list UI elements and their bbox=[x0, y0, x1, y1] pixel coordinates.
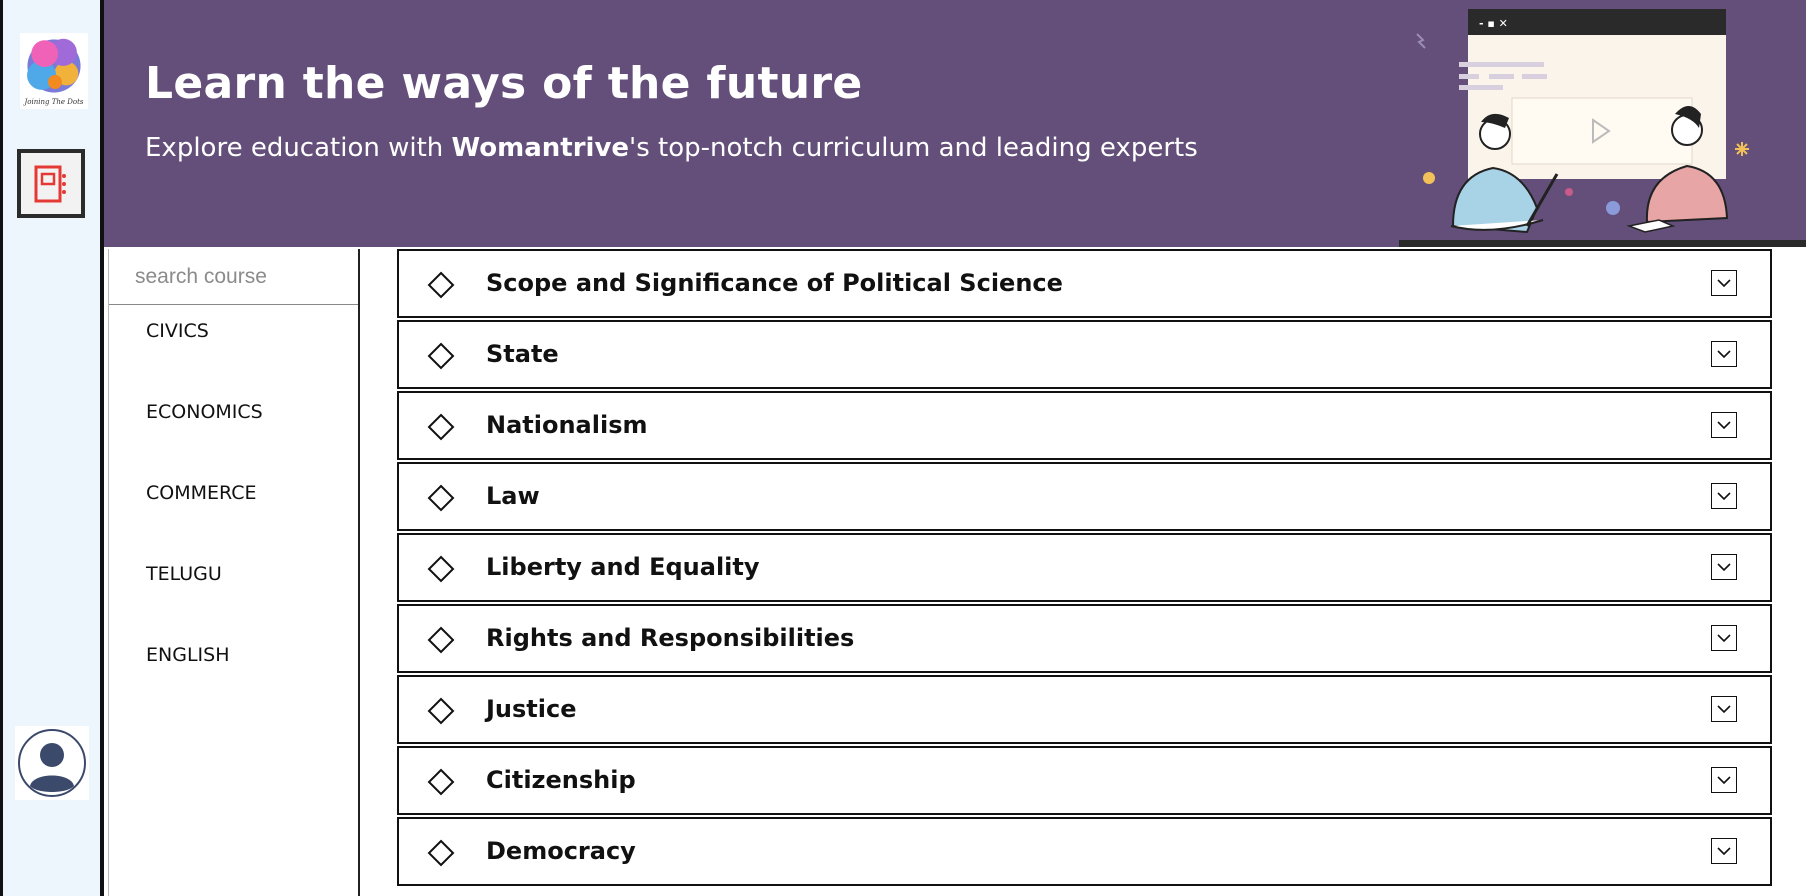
course-item-telugu[interactable]: TELUGU bbox=[146, 563, 222, 585]
topic-row[interactable]: Scope and Significance of Political Scie… bbox=[397, 249, 1772, 318]
chevron-down-icon bbox=[1717, 420, 1731, 429]
hero-banner: Learn the ways of the future Explore edu… bbox=[104, 0, 1806, 247]
chevron-down-icon bbox=[1717, 562, 1731, 571]
expand-toggle[interactable] bbox=[1711, 270, 1737, 296]
topic-title: Law bbox=[486, 482, 540, 510]
topic-title: Citizenship bbox=[486, 766, 636, 794]
course-panel: CIVICS ECONOMICS COMMERCE TELUGU ENGLISH bbox=[108, 249, 360, 896]
profile-avatar-button[interactable] bbox=[15, 726, 89, 800]
topic-row[interactable]: Nationalism bbox=[397, 391, 1772, 460]
svg-text:- ▪ ✕: - ▪ ✕ bbox=[1479, 17, 1508, 30]
banner-subtitle-pre: Explore education with bbox=[145, 133, 452, 163]
user-avatar-icon bbox=[18, 729, 86, 797]
joining-the-dots-logo[interactable]: Joining The Dots bbox=[20, 33, 88, 109]
topic-row[interactable]: State bbox=[397, 320, 1772, 389]
chevron-down-icon bbox=[1717, 775, 1731, 784]
expand-toggle[interactable] bbox=[1711, 625, 1737, 651]
topic-title: Nationalism bbox=[486, 411, 648, 439]
diamond-icon bbox=[427, 413, 455, 441]
diamond-icon bbox=[427, 484, 455, 512]
banner-subtitle: Explore education with Womantrive's top-… bbox=[145, 133, 1198, 163]
course-list: CIVICS ECONOMICS COMMERCE TELUGU ENGLISH bbox=[109, 305, 358, 710]
topic-row[interactable]: Citizenship bbox=[397, 746, 1772, 815]
expand-toggle[interactable] bbox=[1711, 767, 1737, 793]
course-item-english[interactable]: ENGLISH bbox=[146, 644, 230, 666]
left-rail: Joining The Dots bbox=[0, 0, 104, 896]
chevron-down-icon bbox=[1717, 704, 1731, 713]
diamond-icon bbox=[427, 626, 455, 654]
topic-title: Liberty and Equality bbox=[486, 553, 760, 581]
banner-subtitle-post: 's top-notch curriculum and leading expe… bbox=[629, 133, 1198, 163]
topic-title: State bbox=[486, 340, 559, 368]
expand-toggle[interactable] bbox=[1711, 696, 1737, 722]
banner-title: Learn the ways of the future bbox=[145, 58, 863, 109]
chevron-down-icon bbox=[1717, 278, 1731, 287]
diamond-icon bbox=[427, 271, 455, 299]
online-learning-illustration: - ▪ ✕ bbox=[1399, 9, 1806, 247]
topic-row[interactable]: Rights and Responsibilities bbox=[397, 604, 1772, 673]
chevron-down-icon bbox=[1717, 846, 1731, 855]
course-item-civics[interactable]: CIVICS bbox=[146, 320, 209, 342]
logo-mark bbox=[23, 35, 85, 97]
expand-toggle[interactable] bbox=[1711, 838, 1737, 864]
diamond-icon bbox=[427, 839, 455, 867]
diamond-icon bbox=[427, 342, 455, 370]
course-item-economics[interactable]: ECONOMICS bbox=[146, 401, 263, 423]
chevron-down-icon bbox=[1717, 633, 1731, 642]
chevron-down-icon bbox=[1717, 349, 1731, 358]
brand-name: Womantrive bbox=[451, 133, 630, 163]
topic-row[interactable]: Law bbox=[397, 462, 1772, 531]
topic-title: Scope and Significance of Political Scie… bbox=[486, 269, 1063, 297]
topic-row[interactable]: Democracy bbox=[397, 817, 1772, 886]
courses-nav-button[interactable] bbox=[17, 149, 85, 218]
topic-title: Justice bbox=[486, 695, 577, 723]
diamond-icon bbox=[427, 768, 455, 796]
topic-row[interactable]: Liberty and Equality bbox=[397, 533, 1772, 602]
expand-toggle[interactable] bbox=[1711, 341, 1737, 367]
expand-toggle[interactable] bbox=[1711, 412, 1737, 438]
diamond-icon bbox=[427, 555, 455, 583]
expand-toggle[interactable] bbox=[1711, 554, 1737, 580]
diamond-icon bbox=[427, 697, 455, 725]
course-item-commerce[interactable]: COMMERCE bbox=[146, 482, 257, 504]
logo-text: Joining The Dots bbox=[24, 98, 84, 106]
topic-title: Rights and Responsibilities bbox=[486, 624, 855, 652]
topic-accordion: Scope and Significance of Political Scie… bbox=[397, 249, 1772, 896]
topic-title: Democracy bbox=[486, 837, 636, 865]
expand-toggle[interactable] bbox=[1711, 483, 1737, 509]
chevron-down-icon bbox=[1717, 491, 1731, 500]
notebook-icon bbox=[34, 165, 66, 202]
topic-row[interactable]: Justice bbox=[397, 675, 1772, 744]
search-course-input[interactable] bbox=[109, 249, 358, 305]
